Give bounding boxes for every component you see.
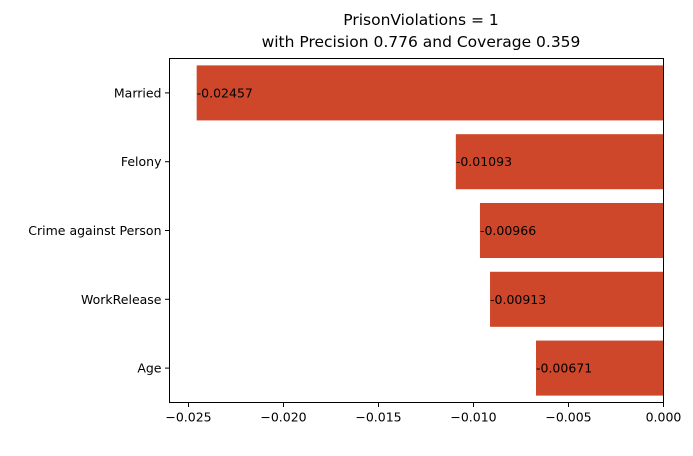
- chart-subtitle: with Precision 0.776 and Coverage 0.359: [262, 33, 581, 51]
- data-label-4: -0.00671: [536, 361, 592, 376]
- data-label-1: -0.01093: [456, 154, 512, 169]
- y-axis: Married Felony Crime against Person WorkRel…: [28, 85, 170, 376]
- x-tick-label-2: −0.015: [355, 410, 401, 425]
- y-tick-label-0: Married: [114, 85, 162, 100]
- x-axis: −0.025 −0.020 −0.015 −0.010 −0.005 0.000: [165, 402, 682, 425]
- y-tick-label-4: Age: [137, 361, 161, 376]
- x-tick-label-1: −0.020: [260, 410, 306, 425]
- bar-4: [536, 340, 664, 396]
- x-tick-label-0: −0.025: [165, 410, 211, 425]
- x-tick-label-5: 0.000: [646, 410, 682, 425]
- y-tick-label-2: Crime against Person: [28, 223, 161, 238]
- chart-title: PrisonViolations = 1: [343, 11, 498, 29]
- bar-0: [196, 65, 664, 121]
- x-tick-label-3: −0.010: [450, 410, 496, 425]
- plot-frame: [169, 58, 664, 403]
- x-tick-label-4: −0.005: [545, 410, 591, 425]
- data-label-2: -0.00966: [480, 223, 536, 238]
- y-tick-label-1: Felony: [121, 154, 162, 169]
- bar-2: [479, 202, 664, 259]
- bar-1: [455, 134, 664, 190]
- data-label-3: -0.00913: [490, 292, 546, 307]
- data-label-0: -0.02457: [197, 85, 253, 100]
- bar-3: [490, 271, 664, 327]
- data-labels: -0.02457 -0.01093 -0.00966 -0.00913 -0.00671: [197, 85, 593, 375]
- bars: [196, 65, 664, 396]
- y-tick-label-3: WorkRelease: [81, 292, 162, 307]
